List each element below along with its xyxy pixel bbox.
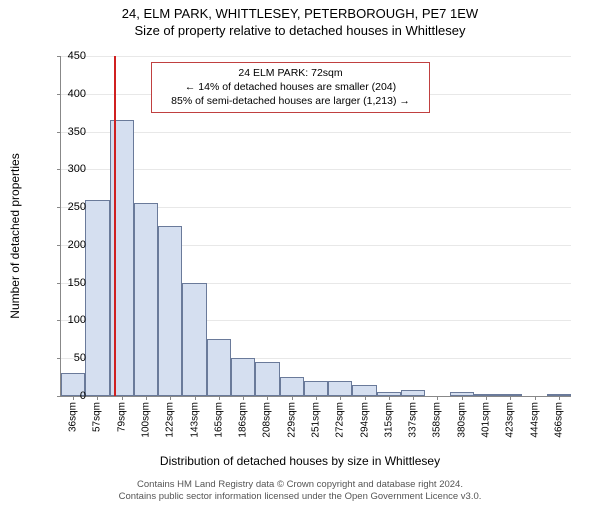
- annotation-box: 24 ELM PARK: 72sqm← 14% of detached hous…: [151, 62, 430, 113]
- x-tick-mark: [292, 396, 293, 400]
- y-axis-label: Number of detached properties: [8, 153, 22, 318]
- x-tick-label: 186sqm: [238, 402, 249, 438]
- histogram-bar: [328, 381, 352, 396]
- histogram-bar: [134, 203, 158, 396]
- y-tick-label: 300: [56, 163, 86, 175]
- y-tick-label: 400: [56, 88, 86, 100]
- x-tick-label: 272sqm: [335, 402, 346, 438]
- grid-line: [61, 169, 571, 170]
- x-tick-label: 294sqm: [359, 402, 370, 438]
- y-tick-label: 450: [56, 50, 86, 62]
- y-tick-label: 350: [56, 126, 86, 138]
- x-tick-mark: [146, 396, 147, 400]
- footer-line2: Contains public sector information licen…: [0, 491, 600, 503]
- y-tick-label: 150: [56, 277, 86, 289]
- histogram-bar: [85, 200, 109, 396]
- x-tick-mark: [535, 396, 536, 400]
- x-tick-mark: [267, 396, 268, 400]
- x-tick-mark: [486, 396, 487, 400]
- x-tick-label: 466sqm: [553, 402, 564, 438]
- x-tick-label: 423sqm: [505, 402, 516, 438]
- histogram-bar: [207, 339, 231, 396]
- x-tick-label: 229sqm: [286, 402, 297, 438]
- x-tick-label: 251sqm: [311, 402, 322, 438]
- x-tick-label: 143sqm: [189, 402, 200, 438]
- x-tick-mark: [365, 396, 366, 400]
- y-tick-label: 0: [56, 390, 86, 402]
- x-tick-label: 358sqm: [432, 402, 443, 438]
- x-tick-mark: [195, 396, 196, 400]
- y-tick-label: 100: [56, 314, 86, 326]
- x-tick-label: 57sqm: [92, 402, 103, 432]
- grid-line: [61, 132, 571, 133]
- x-tick-mark: [510, 396, 511, 400]
- footer-line1: Contains HM Land Registry data © Crown c…: [0, 479, 600, 491]
- x-tick-mark: [437, 396, 438, 400]
- x-tick-label: 380sqm: [456, 402, 467, 438]
- x-tick-mark: [316, 396, 317, 400]
- x-tick-mark: [462, 396, 463, 400]
- x-tick-mark: [389, 396, 390, 400]
- annotation-line2: 85% of semi-detached houses are larger (…: [158, 94, 423, 108]
- histogram-bar: [255, 362, 279, 396]
- plot-region: 36sqm57sqm79sqm100sqm122sqm143sqm165sqm1…: [60, 56, 571, 397]
- x-tick-label: 444sqm: [529, 402, 540, 438]
- annotation-header: 24 ELM PARK: 72sqm: [158, 66, 423, 80]
- x-tick-mark: [243, 396, 244, 400]
- chart-title-line1: 24, ELM PARK, WHITTLESEY, PETERBOROUGH, …: [0, 6, 600, 23]
- x-tick-label: 100sqm: [141, 402, 152, 438]
- histogram-bar: [158, 226, 182, 396]
- grid-line: [61, 56, 571, 57]
- histogram-bar: [182, 283, 206, 396]
- annotation-line1: ← 14% of detached houses are smaller (20…: [158, 80, 423, 94]
- histogram-bar: [280, 377, 304, 396]
- chart-area: 36sqm57sqm79sqm100sqm122sqm143sqm165sqm1…: [60, 56, 570, 416]
- x-tick-label: 315sqm: [383, 402, 394, 438]
- x-tick-label: 79sqm: [116, 402, 127, 432]
- histogram-bar: [352, 385, 376, 396]
- x-tick-mark: [559, 396, 560, 400]
- histogram-bar: [231, 358, 255, 396]
- x-tick-mark: [413, 396, 414, 400]
- x-tick-mark: [340, 396, 341, 400]
- y-tick-label: 50: [56, 352, 86, 364]
- x-tick-mark: [122, 396, 123, 400]
- footer-attribution: Contains HM Land Registry data © Crown c…: [0, 479, 600, 503]
- histogram-bar: [304, 381, 328, 396]
- x-tick-mark: [97, 396, 98, 400]
- chart-title-line2: Size of property relative to detached ho…: [0, 23, 600, 38]
- x-tick-mark: [170, 396, 171, 400]
- y-tick-label: 250: [56, 201, 86, 213]
- x-tick-label: 165sqm: [213, 402, 224, 438]
- x-tick-label: 122sqm: [165, 402, 176, 438]
- y-tick-label: 200: [56, 239, 86, 251]
- x-tick-mark: [219, 396, 220, 400]
- x-tick-label: 337sqm: [408, 402, 419, 438]
- x-tick-label: 36sqm: [68, 402, 79, 432]
- x-tick-label: 208sqm: [262, 402, 273, 438]
- x-axis-label: Distribution of detached houses by size …: [0, 454, 600, 468]
- x-tick-label: 401sqm: [481, 402, 492, 438]
- property-marker-line: [114, 56, 116, 396]
